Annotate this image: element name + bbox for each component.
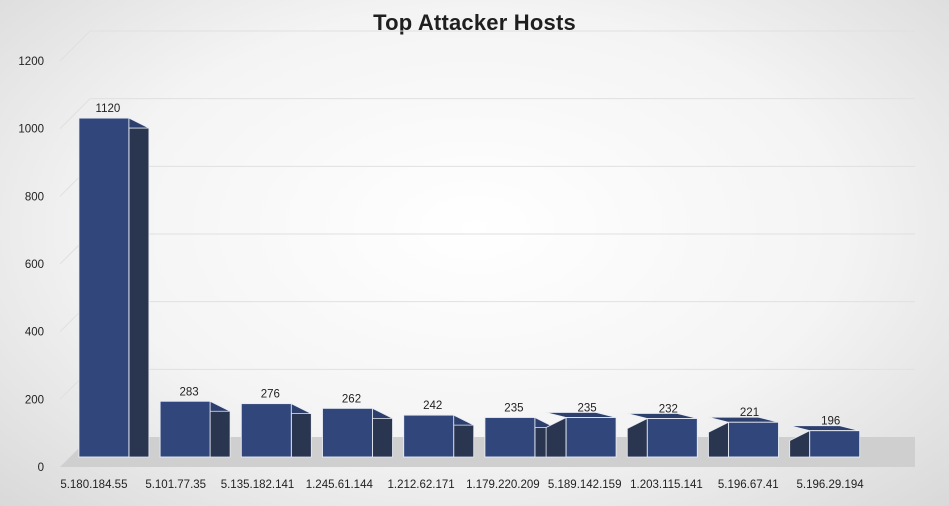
data-label: 283 — [180, 386, 199, 398]
bar-side — [626, 417, 648, 458]
bar-front — [565, 417, 617, 458]
bar — [545, 412, 617, 458]
data-label: 235 — [504, 402, 523, 414]
bar-front — [322, 407, 373, 458]
bar — [78, 117, 150, 458]
bar — [484, 416, 556, 458]
y-tick-label: 600 — [25, 259, 44, 271]
gridline-diagonal — [59, 30, 91, 62]
y-tick-label: 1000 — [18, 124, 44, 136]
bar-front — [484, 417, 536, 458]
bar-front — [646, 418, 698, 458]
x-tick-label: 5.101.77.35 — [145, 479, 206, 491]
bar-side — [545, 416, 567, 458]
bar-side — [789, 430, 811, 458]
data-label: 242 — [423, 400, 442, 412]
x-tick-label: 5.189.142.159 — [548, 479, 622, 491]
data-label: 221 — [740, 407, 759, 419]
gridline-diagonal — [59, 98, 91, 130]
data-label: 232 — [659, 404, 678, 416]
bar-front — [240, 403, 292, 458]
bar-front — [78, 117, 130, 458]
x-tick-label: 5.196.67.41 — [718, 479, 779, 491]
y-tick-label: 200 — [25, 394, 44, 406]
bar-side — [128, 117, 150, 458]
y-tick-label: 1200 — [18, 56, 44, 68]
labels-layer: 0 200 400 600 800 1000 1200 1120 5.180.184.55 283… — [18, 56, 864, 491]
x-tick-label: 5.196.29.194 — [797, 479, 865, 491]
bars-layer — [78, 117, 861, 458]
data-label: 262 — [342, 393, 361, 405]
data-label: 1120 — [96, 103, 121, 115]
bar — [159, 400, 231, 458]
data-label: 235 — [578, 402, 597, 414]
bar — [322, 407, 393, 458]
bar-side — [708, 421, 729, 458]
y-tick-label: 0 — [38, 462, 44, 474]
bar-front — [809, 430, 861, 458]
y-tick-label: 800 — [25, 191, 44, 203]
x-tick-label: 1.179.220.209 — [466, 479, 540, 491]
bar — [789, 425, 861, 458]
bar — [708, 416, 779, 458]
bar — [626, 413, 698, 458]
data-label: 276 — [261, 389, 280, 401]
x-tick-label: 5.180.184.55 — [60, 479, 127, 491]
bar-front — [403, 414, 455, 458]
y-tick-label: 400 — [25, 327, 44, 339]
x-tick-label: 1.212.62.171 — [388, 479, 455, 491]
bar-front — [159, 400, 211, 458]
x-tick-label: 5.135.182.141 — [221, 479, 295, 491]
x-tick-label: 1.203.115.141 — [630, 479, 703, 491]
bar — [403, 414, 475, 458]
x-tick-label: 1.245.61.144 — [306, 479, 374, 491]
bar-front — [728, 421, 779, 458]
grid-layer — [59, 30, 915, 400]
bar — [240, 402, 312, 458]
data-label: 196 — [821, 416, 840, 428]
